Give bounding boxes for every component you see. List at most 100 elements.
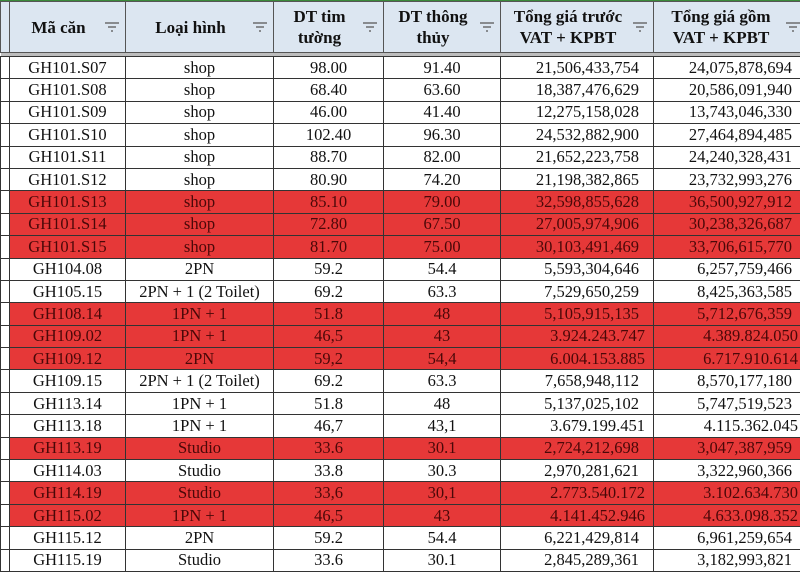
cell-dt-thong-thuy[interactable]: 75.00 xyxy=(383,235,501,259)
cell-tong-gia-gom[interactable]: 4.389.824.050 xyxy=(653,324,800,349)
cell-dt-thong-thuy[interactable]: 82.00 xyxy=(383,145,501,169)
cell-dt-thong-thuy[interactable]: 63.60 xyxy=(383,78,501,102)
filter-icon[interactable] xyxy=(633,22,647,32)
cell-partial[interactable] xyxy=(0,369,10,393)
cell-dt-tim-tuong[interactable]: 85.10 xyxy=(273,190,384,214)
cell-loai-hinh[interactable]: shop xyxy=(125,190,274,214)
cell-dt-tim-tuong[interactable]: 33.8 xyxy=(273,459,384,483)
cell-dt-tim-tuong[interactable]: 59,2 xyxy=(273,347,384,371)
cell-partial[interactable] xyxy=(0,235,10,259)
cell-loai-hinh[interactable]: 2PN + 1 (2 Toilet) xyxy=(125,279,274,304)
cell-loai-hinh[interactable]: Studio xyxy=(125,548,274,572)
cell-ma-can[interactable]: GH101.S15 xyxy=(9,235,126,259)
cell-tong-gia-truoc[interactable]: 7,658,948,112 xyxy=(500,369,654,393)
cell-tong-gia-truoc[interactable]: 3.924.243.747 xyxy=(500,324,654,349)
cell-tong-gia-gom[interactable]: 4.633.098.352 xyxy=(653,503,800,528)
cell-ma-can[interactable]: GH109.12 xyxy=(9,347,126,371)
cell-partial[interactable] xyxy=(0,391,10,416)
filter-icon[interactable] xyxy=(480,22,494,32)
cell-ma-can[interactable]: GH101.S07 xyxy=(9,55,126,80)
cell-loai-hinh[interactable]: 1PN + 1 xyxy=(125,391,274,416)
cell-partial[interactable] xyxy=(0,526,10,550)
cell-dt-thong-thuy[interactable]: 54.4 xyxy=(383,526,501,550)
cell-partial[interactable] xyxy=(0,481,10,505)
cell-dt-thong-thuy[interactable]: 48 xyxy=(383,302,501,326)
cell-dt-thong-thuy[interactable]: 43 xyxy=(383,503,501,528)
cell-ma-can[interactable]: GH114.19 xyxy=(9,481,126,505)
cell-ma-can[interactable]: GH101.S10 xyxy=(9,123,126,147)
cell-ma-can[interactable]: GH109.02 xyxy=(9,324,126,349)
cell-tong-gia-truoc[interactable]: 27,005,974,906 xyxy=(500,212,654,237)
filter-icon[interactable] xyxy=(105,22,119,32)
cell-loai-hinh[interactable]: shop xyxy=(125,145,274,169)
cell-tong-gia-gom[interactable]: 24,075,878,694 xyxy=(653,55,800,80)
cell-tong-gia-gom[interactable]: 33,706,615,770 xyxy=(653,235,800,259)
cell-dt-thong-thuy[interactable]: 74.20 xyxy=(383,167,501,192)
cell-dt-tim-tuong[interactable]: 46,7 xyxy=(273,414,384,438)
header-tong-gia-truoc[interactable]: Tổng giá trước VAT + KPBT xyxy=(500,1,654,53)
cell-dt-tim-tuong[interactable]: 46.00 xyxy=(273,100,384,125)
cell-tong-gia-gom[interactable]: 6,961,259,654 xyxy=(653,526,800,550)
cell-tong-gia-truoc[interactable]: 6,221,429,814 xyxy=(500,526,654,550)
cell-tong-gia-gom[interactable]: 3,182,993,821 xyxy=(653,548,800,572)
cell-ma-can[interactable]: GH105.15 xyxy=(9,279,126,304)
cell-partial[interactable] xyxy=(0,436,10,461)
cell-tong-gia-gom[interactable]: 8,570,177,180 xyxy=(653,369,800,393)
cell-dt-thong-thuy[interactable]: 30.1 xyxy=(383,548,501,572)
cell-ma-can[interactable]: GH115.02 xyxy=(9,503,126,528)
cell-ma-can[interactable]: GH113.18 xyxy=(9,414,126,438)
header-dt-thong-thuy[interactable]: DT thông thủy xyxy=(383,1,501,53)
cell-ma-can[interactable]: GH115.19 xyxy=(9,548,126,572)
cell-partial[interactable] xyxy=(0,503,10,528)
header-tong-gia-gom[interactable]: Tổng giá gồm VAT + KPBT xyxy=(653,1,800,53)
cell-dt-tim-tuong[interactable]: 72.80 xyxy=(273,212,384,237)
cell-tong-gia-truoc[interactable]: 32,598,855,628 xyxy=(500,190,654,214)
cell-dt-tim-tuong[interactable]: 81.70 xyxy=(273,235,384,259)
cell-loai-hinh[interactable]: shop xyxy=(125,235,274,259)
cell-dt-tim-tuong[interactable]: 59.2 xyxy=(273,526,384,550)
cell-tong-gia-gom[interactable]: 3.102.634.730 xyxy=(653,481,800,505)
cell-dt-thong-thuy[interactable]: 30.3 xyxy=(383,459,501,483)
cell-loai-hinh[interactable]: Studio xyxy=(125,436,274,461)
cell-tong-gia-truoc[interactable]: 30,103,491,469 xyxy=(500,235,654,259)
cell-partial[interactable] xyxy=(0,212,10,237)
cell-loai-hinh[interactable]: 2PN xyxy=(125,257,274,281)
cell-partial[interactable] xyxy=(0,548,10,572)
cell-tong-gia-gom[interactable]: 30,238,326,687 xyxy=(653,212,800,237)
cell-loai-hinh[interactable]: shop xyxy=(125,212,274,237)
cell-partial[interactable] xyxy=(0,324,10,349)
cell-ma-can[interactable]: GH104.08 xyxy=(9,257,126,281)
cell-ma-can[interactable]: GH113.14 xyxy=(9,391,126,416)
cell-dt-tim-tuong[interactable]: 69.2 xyxy=(273,279,384,304)
cell-dt-tim-tuong[interactable]: 88.70 xyxy=(273,145,384,169)
cell-dt-thong-thuy[interactable]: 79.00 xyxy=(383,190,501,214)
cell-loai-hinh[interactable]: 2PN + 1 (2 Toilet) xyxy=(125,369,274,393)
cell-ma-can[interactable]: GH114.03 xyxy=(9,459,126,483)
cell-ma-can[interactable]: GH115.12 xyxy=(9,526,126,550)
cell-partial[interactable] xyxy=(0,414,10,438)
cell-ma-can[interactable]: GH101.S14 xyxy=(9,212,126,237)
cell-dt-thong-thuy[interactable]: 67.50 xyxy=(383,212,501,237)
cell-dt-thong-thuy[interactable]: 91.40 xyxy=(383,55,501,80)
cell-tong-gia-truoc[interactable]: 7,529,650,259 xyxy=(500,279,654,304)
cell-tong-gia-truoc[interactable]: 24,532,882,900 xyxy=(500,123,654,147)
cell-partial[interactable] xyxy=(0,78,10,102)
cell-dt-tim-tuong[interactable]: 68.40 xyxy=(273,78,384,102)
cell-partial[interactable] xyxy=(0,257,10,281)
cell-partial[interactable] xyxy=(0,55,10,80)
cell-ma-can[interactable]: GH101.S13 xyxy=(9,190,126,214)
cell-partial[interactable] xyxy=(0,279,10,304)
cell-ma-can[interactable]: GH101.S09 xyxy=(9,100,126,125)
cell-loai-hinh[interactable]: 1PN + 1 xyxy=(125,414,274,438)
cell-partial[interactable] xyxy=(0,347,10,371)
cell-ma-can[interactable]: GH101.S12 xyxy=(9,167,126,192)
cell-dt-thong-thuy[interactable]: 63.3 xyxy=(383,279,501,304)
cell-tong-gia-truoc[interactable]: 5,593,304,646 xyxy=(500,257,654,281)
cell-loai-hinh[interactable]: 2PN xyxy=(125,347,274,371)
cell-dt-tim-tuong[interactable]: 69.2 xyxy=(273,369,384,393)
cell-partial[interactable] xyxy=(0,302,10,326)
cell-tong-gia-gom[interactable]: 3,322,960,366 xyxy=(653,459,800,483)
cell-dt-tim-tuong[interactable]: 46,5 xyxy=(273,503,384,528)
cell-dt-thong-thuy[interactable]: 54.4 xyxy=(383,257,501,281)
cell-dt-thong-thuy[interactable]: 48 xyxy=(383,391,501,416)
